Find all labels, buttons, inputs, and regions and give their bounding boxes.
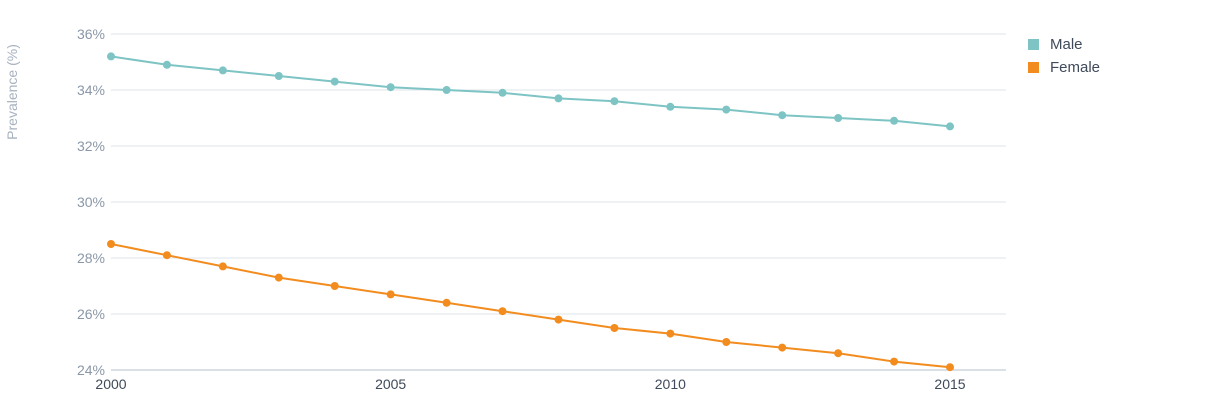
x-axis: 2000 2005 2010 2015	[95, 376, 965, 392]
data-point-female[interactable]	[386, 290, 395, 299]
x-tick-label: 2005	[375, 376, 406, 392]
legend-swatch-male	[1028, 39, 1039, 50]
data-point-female[interactable]	[946, 363, 954, 372]
data-point-male[interactable]	[890, 116, 899, 125]
data-point-female[interactable]	[218, 262, 227, 271]
series-layer	[107, 52, 954, 372]
data-point-male[interactable]	[386, 83, 395, 92]
legend-item-female[interactable]: Female	[1028, 56, 1100, 79]
data-point-female[interactable]	[722, 338, 731, 346]
data-point-male[interactable]	[498, 88, 507, 97]
legend: Male Female	[1028, 33, 1100, 79]
y-tick-label: 32%	[77, 138, 105, 154]
data-point-female[interactable]	[890, 357, 899, 366]
y-axis: 24% 26% 28% 30% 32% 34% 36%	[77, 26, 105, 378]
legend-swatch-female	[1028, 62, 1039, 73]
data-point-female[interactable]	[107, 240, 115, 248]
data-point-male[interactable]	[610, 97, 619, 106]
series-line-male	[110, 55, 951, 128]
data-point-male[interactable]	[666, 102, 675, 111]
data-point-male[interactable]	[274, 72, 283, 80]
data-point-female[interactable]	[834, 349, 843, 358]
data-point-male[interactable]	[554, 94, 563, 103]
data-point-female[interactable]	[610, 324, 619, 332]
data-point-male[interactable]	[107, 52, 115, 61]
data-point-female[interactable]	[330, 282, 339, 290]
data-point-male[interactable]	[162, 60, 171, 69]
y-tick-label: 28%	[77, 250, 105, 266]
gridlines	[111, 33, 1006, 371]
data-point-female[interactable]	[442, 298, 451, 307]
data-point-female[interactable]	[274, 273, 283, 282]
y-tick-label: 36%	[77, 26, 105, 42]
data-point-female[interactable]	[778, 343, 787, 352]
data-point-male[interactable]	[218, 66, 227, 75]
y-tick-label: 30%	[77, 194, 105, 210]
data-point-male[interactable]	[330, 77, 339, 86]
x-tick-label: 2015	[934, 376, 965, 392]
legend-label-female: Female	[1050, 59, 1101, 76]
y-tick-label: 26%	[77, 306, 105, 322]
legend-item-male[interactable]: Male	[1028, 33, 1100, 56]
data-point-female[interactable]	[666, 329, 675, 338]
data-point-male[interactable]	[722, 105, 731, 114]
data-point-female[interactable]	[554, 315, 563, 324]
y-tick-label: 24%	[77, 362, 105, 378]
data-point-male[interactable]	[946, 122, 954, 131]
data-point-male[interactable]	[834, 114, 843, 122]
data-point-male[interactable]	[778, 111, 787, 120]
data-point-female[interactable]	[498, 307, 507, 316]
y-axis-label: Prevalence (%)	[4, 44, 20, 140]
y-tick-label: 34%	[77, 82, 105, 98]
series-line-female	[110, 243, 951, 369]
data-point-male[interactable]	[442, 86, 451, 94]
legend-label-male: Male	[1050, 36, 1083, 53]
data-point-female[interactable]	[162, 251, 171, 260]
x-tick-label: 2010	[655, 376, 686, 392]
x-tick-label: 2000	[95, 376, 126, 392]
